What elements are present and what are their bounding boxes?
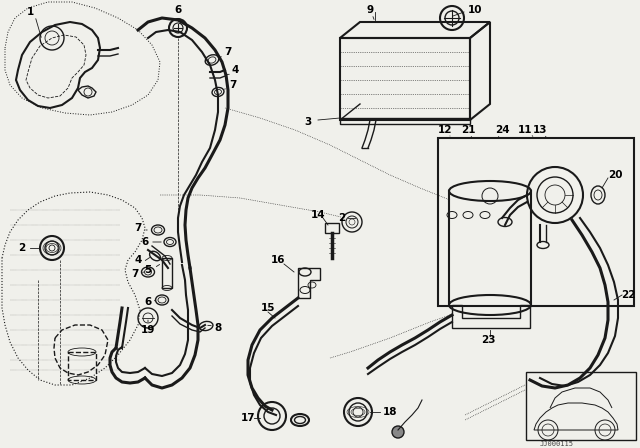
Text: 4: 4 (134, 255, 141, 265)
Text: JJ000115: JJ000115 (540, 441, 574, 447)
Bar (340, 38, 470, 120)
Bar (526, 372, 636, 440)
Text: 24: 24 (495, 125, 509, 135)
Text: 9: 9 (367, 5, 374, 15)
Text: 7: 7 (224, 47, 232, 57)
Text: 7: 7 (229, 80, 237, 90)
Text: 11: 11 (518, 125, 532, 135)
Text: 3: 3 (305, 117, 312, 127)
Text: 13: 13 (532, 125, 547, 135)
Text: 6: 6 (141, 237, 148, 247)
Text: 15: 15 (260, 303, 275, 313)
Text: 12: 12 (438, 125, 452, 135)
Text: 8: 8 (214, 323, 221, 333)
Text: 10: 10 (468, 5, 483, 15)
Text: 5: 5 (145, 265, 152, 275)
Text: 2: 2 (339, 213, 346, 223)
Bar (325, 223, 339, 233)
Text: 7: 7 (131, 269, 139, 279)
Text: 21: 21 (461, 125, 476, 135)
Circle shape (392, 426, 404, 438)
Bar (162, 258, 172, 288)
Text: 6: 6 (174, 5, 182, 15)
Text: 6: 6 (145, 297, 152, 307)
Bar (438, 138, 634, 306)
Text: 14: 14 (310, 210, 325, 220)
Text: 20: 20 (608, 170, 622, 180)
Text: 16: 16 (271, 255, 285, 265)
Text: 23: 23 (481, 335, 495, 345)
Bar (68, 352, 96, 380)
Text: 7: 7 (134, 223, 141, 233)
Text: 17: 17 (241, 413, 255, 423)
Text: 1: 1 (26, 7, 34, 17)
Text: 2: 2 (19, 243, 26, 253)
Text: 4: 4 (231, 65, 239, 75)
Text: 18: 18 (383, 407, 397, 417)
Bar (340, 118, 470, 124)
Text: 19: 19 (141, 325, 155, 335)
Text: 22: 22 (621, 290, 636, 300)
